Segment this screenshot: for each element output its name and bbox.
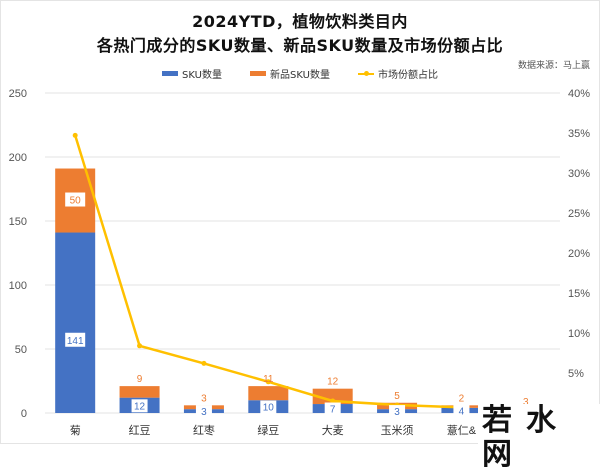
bar-new-sku[interactable] [312, 388, 353, 405]
bar-label: 12 [327, 377, 339, 388]
chart-title-line2: 各热门成分的SKU数量、新品SKU数量及市场份额占比 [96, 36, 504, 55]
category-label: 菊 [70, 424, 81, 437]
y-tick-label: 100 [9, 280, 27, 292]
y-axis-left: 0 50 100 150 200 250 [9, 88, 27, 420]
legend-label: SKU数量 [182, 70, 222, 81]
bar-label: 3 [201, 407, 207, 418]
category-label: 大麦 [322, 423, 344, 437]
line-series [72, 132, 464, 410]
legend-swatch-orange-icon [250, 71, 266, 76]
bar-series [55, 168, 546, 413]
category-label: 红枣 [193, 424, 215, 437]
x-axis: 菊 红豆 红枣 绿豆 大麦 玉米须 薏仁& [70, 423, 477, 437]
watermark-logo: 若水网 [478, 404, 600, 472]
y2-tick-label: 15% [568, 288, 590, 300]
gridlines [45, 92, 560, 414]
y2-tick-label: 40% [568, 88, 590, 100]
bar-new-sku[interactable] [119, 386, 160, 398]
bar-label: 12 [134, 401, 146, 412]
legend-line-marker-icon [357, 70, 374, 76]
legend-label: 市场份额占比 [377, 70, 438, 81]
bar-label: 3 [201, 393, 207, 404]
y-tick-label: 0 [21, 408, 27, 420]
bar-label: 9 [137, 374, 143, 385]
legend-item-market-share[interactable]: 市场份额占比 [357, 66, 438, 81]
bar-label: 11 [263, 374, 274, 385]
y-tick-label: 50 [15, 344, 27, 356]
y2-tick-label: 20% [568, 248, 590, 260]
line-marker[interactable] [330, 398, 336, 404]
category-label: 玉米须 [381, 424, 414, 437]
y-tick-label: 200 [9, 152, 27, 164]
bar-sku[interactable] [55, 232, 96, 413]
legend-item-new-sku[interactable]: 新品SKU数量 [250, 66, 330, 81]
y-tick-label: 150 [9, 216, 27, 228]
line-marker[interactable] [137, 343, 143, 349]
data-labels: 141 50 12 9 3 3 10 11 7 12 3 5 4 2 3 [65, 192, 529, 419]
bar-label: 50 [70, 196, 82, 207]
bar-label: 3 [523, 397, 529, 408]
line-marker[interactable] [72, 132, 78, 138]
y2-tick-label: 30% [568, 168, 590, 180]
bar-label: 4 [459, 406, 465, 417]
y2-tick-label: 5% [568, 368, 584, 380]
legend-label: 新品SKU数量 [270, 70, 330, 81]
legend-item-sku[interactable]: SKU数量 [162, 66, 222, 81]
bar-label: 10 [263, 403, 275, 414]
chart-title-line1: 2024YTD，植物饮料类目内 [192, 12, 408, 31]
legend-swatch-blue-icon [162, 71, 179, 76]
y-tick-label: 250 [9, 88, 27, 100]
y2-tick-label: 10% [568, 328, 590, 340]
category-label: 薏仁& [447, 424, 477, 437]
y2-tick-label: 35% [568, 128, 590, 140]
category-label: 绿豆 [257, 423, 279, 437]
bar-label: 7 [330, 405, 336, 416]
data-source-note: 数据来源：马上赢 [517, 61, 590, 71]
bar-label: 5 [394, 391, 400, 402]
y-axis-right: 5% 10% 15% 20% 25% 30% 35% 40% [568, 88, 590, 380]
chart-legend: SKU数量 新品SKU数量 市场份额占比 [0, 66, 600, 81]
line-marker[interactable] [201, 360, 207, 366]
line-marker[interactable] [265, 379, 271, 385]
bar-label: 141 [67, 336, 84, 347]
category-label: 红豆 [129, 424, 151, 437]
y2-tick-label: 25% [568, 208, 590, 220]
bar-new-sku[interactable] [248, 386, 289, 401]
bar-label: 2 [459, 393, 465, 404]
market-share-line[interactable] [73, 135, 462, 409]
bar-label: 3 [394, 407, 400, 418]
